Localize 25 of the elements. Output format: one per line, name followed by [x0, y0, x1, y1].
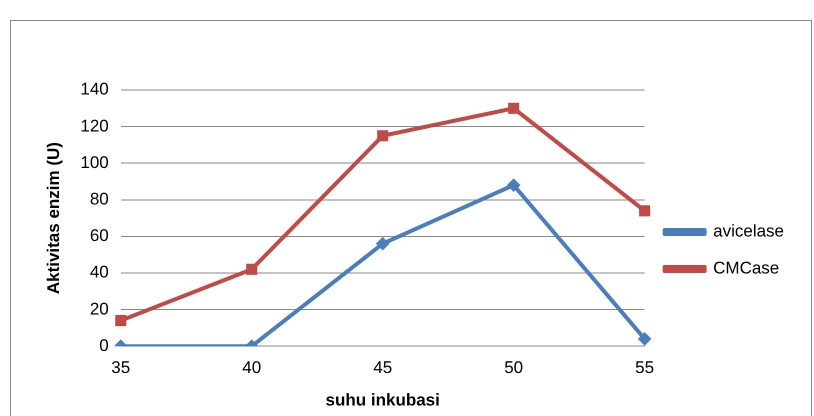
point	[508, 102, 520, 114]
x-tick-label: 40	[242, 358, 262, 378]
point	[376, 238, 389, 250]
legend-label: CMCase	[713, 258, 780, 278]
point	[377, 130, 388, 142]
y-tick-label: 60	[90, 226, 109, 246]
point	[246, 264, 258, 275]
point	[508, 179, 520, 192]
point	[115, 315, 126, 326]
point	[638, 332, 651, 345]
x-tick-label: 45	[373, 358, 392, 378]
y-axis-title: Aktivitas enzim (U)	[44, 142, 63, 294]
point	[639, 205, 650, 216]
y-tick-label: 80	[90, 189, 109, 208]
y-tick-label: 100	[80, 152, 109, 172]
y-tick-label: 140	[80, 80, 109, 99]
x-tick-label: 50	[504, 358, 524, 378]
x-tick-label: 35	[111, 358, 130, 378]
x-tick-label: 55	[635, 358, 654, 378]
x-axis-title: suhu inkubasi	[326, 390, 440, 410]
legend-label: avicelase	[713, 222, 784, 241]
y-tick-label: 40	[90, 262, 109, 282]
y-tick-label: 0	[99, 336, 109, 355]
y-tick-label: 20	[90, 299, 109, 318]
y-tick-label: 120	[80, 116, 109, 136]
